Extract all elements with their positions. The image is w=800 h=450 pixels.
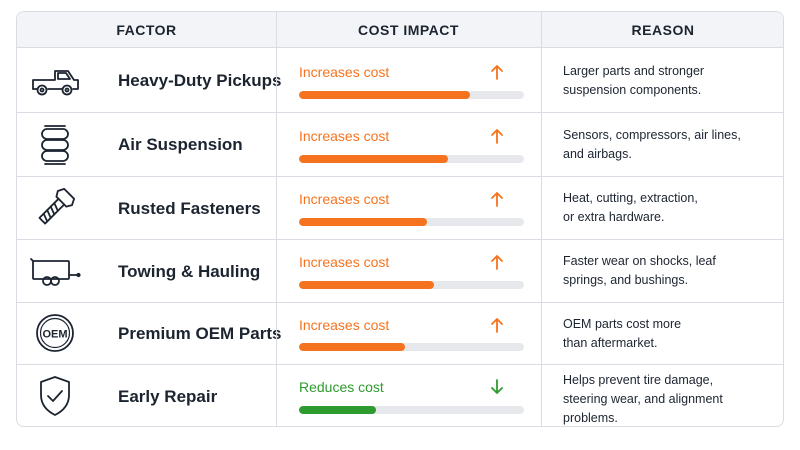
table-row: Early Repair Reduces cost Helps prevent …	[17, 365, 783, 426]
factor-label: Towing & Hauling	[118, 262, 261, 281]
arrow-down-icon	[490, 378, 504, 396]
arrow-up-icon	[490, 63, 504, 81]
cost-impact-bar	[299, 218, 524, 226]
factor-label: Premium OEM Parts	[118, 324, 282, 343]
cost-impact-label: Increases cost	[299, 317, 390, 333]
reason-text: Faster wear on shocks, leaf springs, and …	[563, 254, 716, 287]
air-suspension-icon	[29, 123, 81, 167]
cost-impact-bar-fill	[299, 155, 448, 163]
cost-impact-bar	[299, 155, 524, 163]
reason-text: Larger parts and stronger suspension comp…	[563, 64, 705, 97]
cost-impact-bar	[299, 91, 524, 99]
cost-impact-bar-fill	[299, 343, 405, 351]
cost-impact-bar	[299, 281, 524, 289]
cost-impact-label: Increases cost	[299, 254, 390, 270]
reason-text: Helps prevent tire damage, steering wear,…	[563, 373, 723, 425]
reason-text: OEM parts cost more than aftermarket.	[563, 317, 682, 350]
table-row: Towing & Hauling Increases cost Faster w…	[17, 240, 783, 303]
factor-label: Early Repair	[118, 387, 218, 406]
cost-impact-label: Increases cost	[299, 128, 390, 144]
oem-badge-text: OEM	[42, 329, 67, 341]
pickup-truck-icon	[29, 59, 81, 103]
table-header: FACTOR COST IMPACT REASON	[17, 12, 783, 48]
cost-impact-bar-fill	[299, 281, 434, 289]
header-cost-impact: COST IMPACT	[358, 22, 459, 38]
shield-check-icon	[29, 374, 81, 418]
bolt-icon	[29, 186, 81, 230]
cost-impact-bar-fill	[299, 218, 428, 226]
table-row: OEM Premium OEM Parts Increases cost OEM…	[17, 303, 783, 365]
cost-impact-bar-fill	[299, 91, 470, 99]
reason-text: Heat, cutting, extraction, or extra hardw…	[563, 191, 698, 224]
reason-text: Sensors, compressors, air lines, and airb…	[563, 128, 741, 161]
column-divider	[541, 12, 542, 426]
arrow-up-icon	[490, 253, 504, 271]
cost-factors-table: FACTOR COST IMPACT REASON Heavy-Duty Pic…	[16, 11, 784, 427]
table-row: Rusted Fasteners Increases cost Heat, cu…	[17, 177, 783, 240]
arrow-up-icon	[490, 316, 504, 334]
header-reason: REASON	[631, 22, 695, 38]
cost-impact-label: Reduces cost	[299, 379, 384, 395]
column-divider	[276, 12, 277, 426]
cost-impact-label: Increases cost	[299, 191, 390, 207]
cost-impact-bar	[299, 343, 524, 351]
factor-label: Heavy-Duty Pickups	[118, 71, 282, 90]
table-row: Air Suspension Increases cost Sensors, c…	[17, 113, 783, 177]
factor-label: Rusted Fasteners	[118, 199, 261, 218]
table-row: Heavy-Duty Pickups Increases cost Larger…	[17, 49, 783, 113]
arrow-up-icon	[490, 127, 504, 145]
factor-label: Air Suspension	[118, 135, 243, 154]
arrow-up-icon	[490, 190, 504, 208]
cost-impact-bar-fill	[299, 406, 376, 414]
oem-badge-icon: OEM	[29, 311, 81, 355]
cost-impact-bar	[299, 406, 524, 414]
header-factor: FACTOR	[116, 22, 177, 38]
cost-impact-label: Increases cost	[299, 64, 390, 80]
trailer-icon	[29, 249, 81, 293]
